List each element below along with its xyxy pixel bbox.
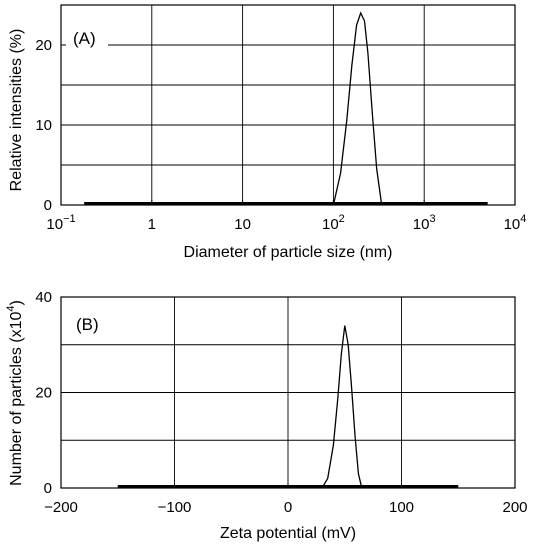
panel-a-x-tick-label: 103 — [413, 213, 436, 233]
panel-a-frame — [60, 4, 516, 206]
panel-a-label: (A) — [73, 29, 96, 48]
panel-b-y-tick-label: 40 — [35, 289, 52, 306]
panel-b-grid — [61, 297, 515, 488]
panel-b-x-tick-label: −200 — [44, 499, 78, 516]
panel-b-x-tick-label: 200 — [502, 499, 527, 516]
panel-b-y-axis-title: Number of particles (x104) — [5, 300, 25, 486]
panel-b-label: (B) — [76, 315, 99, 334]
panel-a: 10−1 1 10 102 103 104 0 10 20 (A) Diameter of pa… — [8, 4, 526, 261]
panel-a-grid — [61, 5, 515, 205]
panel-b-y-axis-title-sup: 4 — [5, 305, 17, 311]
panel-a-x-tick-label: 10 — [234, 216, 251, 233]
panel-b-y-tick-label: 20 — [35, 385, 52, 402]
panel-a-y-axis-title: Relative intensities (%) — [8, 29, 25, 192]
panel-b-series-line — [321, 325, 363, 489]
panel-b: −200 −100 0 100 200 0 20 40 (B) Zeta potential … — [5, 289, 528, 542]
panel-a-series-group — [332, 11, 383, 206]
panel-b-ticks: −200 −100 0 100 200 0 20 40 — [35, 289, 527, 516]
panel-a-x-tick-label: 1 — [148, 216, 156, 233]
panel-b-x-tick-label: 100 — [389, 499, 414, 516]
panel-a-x-tick-label: 104 — [504, 213, 527, 233]
panel-b-x-tick-label: −100 — [158, 499, 192, 516]
panel-b-y-tick-label: 0 — [44, 480, 52, 497]
panel-a-y-tick-label: 0 — [44, 197, 52, 214]
panel-a-x-tick-label: 10−1 — [46, 213, 75, 233]
panel-b-y-axis-title-close: ) — [8, 300, 25, 305]
panel-a-x-axis-title: Diameter of particle size (nm) — [184, 244, 393, 261]
panel-a-ticks: 10−1 1 10 102 103 104 0 10 20 — [35, 37, 526, 233]
panel-a-series-line — [332, 11, 383, 206]
panel-a-y-tick-label: 10 — [35, 117, 52, 134]
panel-b-series-group — [321, 325, 363, 489]
panel-b-x-tick-label: 0 — [284, 499, 292, 516]
panel-a-y-tick-label: 20 — [35, 37, 52, 54]
panel-b-y-axis-title-main: Number of particles (x10 — [8, 311, 25, 485]
panel-a-x-tick-label: 102 — [322, 213, 345, 233]
panel-b-x-axis-title: Zeta potential (mV) — [220, 525, 356, 542]
